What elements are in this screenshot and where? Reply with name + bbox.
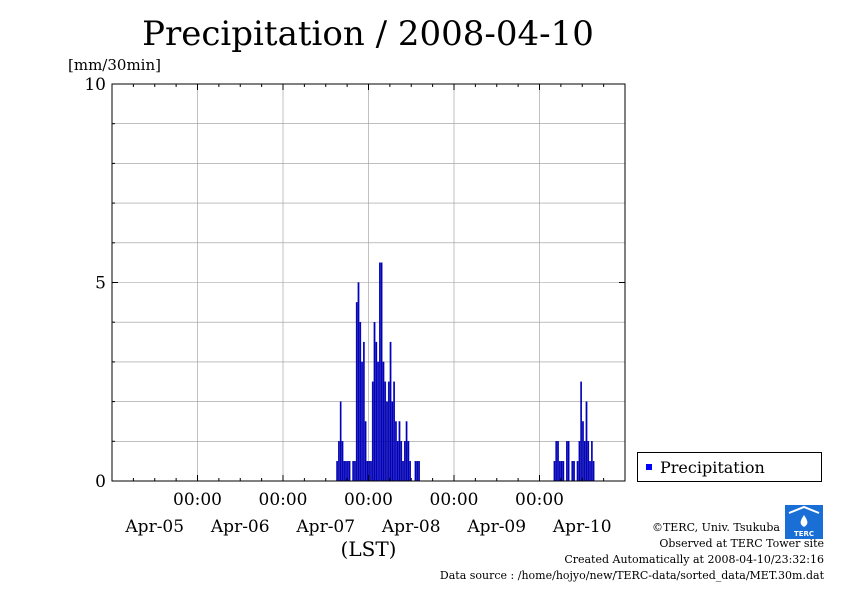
precipitation-bar <box>341 441 344 482</box>
precipitation-bar <box>382 361 385 482</box>
precipitation-bar <box>336 460 338 482</box>
precipitation-bar <box>364 421 367 482</box>
grid-lines <box>112 84 625 481</box>
legend-swatch <box>646 464 652 470</box>
y-tick-label: 5 <box>95 274 106 294</box>
precipitation-bar <box>585 401 588 482</box>
precipitation-bar <box>354 460 356 482</box>
precipitation-bar <box>377 361 379 482</box>
precipitation-bar <box>363 341 365 482</box>
precipitation-bar <box>338 441 340 482</box>
precipitation-bar <box>379 262 381 482</box>
precipitation-bar <box>409 460 412 482</box>
precipitation-bar <box>348 460 351 482</box>
precipitation-bar <box>359 322 362 482</box>
precipitation-bar <box>386 401 388 482</box>
precipitation-bar <box>591 441 593 482</box>
precipitation-bar <box>391 401 394 482</box>
precipitation-bar <box>389 341 392 482</box>
precipitation-bar <box>395 421 397 482</box>
precipitation-bar <box>373 322 376 482</box>
observed-text: Observed at TERC Tower site <box>659 537 824 550</box>
source-text: Data source : /home/hojyo/new/TERC-data/… <box>439 569 824 582</box>
y-axis-ticks: 0 5 10 <box>84 75 625 492</box>
svg-text:TERC: TERC <box>794 530 814 538</box>
precipitation-bar <box>567 441 570 482</box>
precipitation-bar <box>393 381 395 482</box>
chart-title: Precipitation / 2008-04-10 <box>142 14 594 54</box>
legend: Precipitation <box>637 452 822 482</box>
x-tick-date-label: Apr-08 <box>381 517 441 537</box>
x-tick-date-label: Apr-09 <box>466 517 526 537</box>
x-tick-date-label: Apr-10 <box>552 517 612 537</box>
precipitation-bar <box>407 441 410 482</box>
x-tick-time-label: 00:00 <box>430 490 479 510</box>
x-tick-time-label: 00:00 <box>259 490 308 510</box>
bar-series <box>336 262 595 482</box>
x-tick-time-label: 00:00 <box>344 490 393 510</box>
precipitation-bar <box>414 460 417 482</box>
x-tick-date-label: Apr-07 <box>295 517 355 537</box>
y-tick-label: 10 <box>84 75 106 95</box>
precipitation-bar <box>343 460 346 482</box>
precipitation-bar <box>589 460 591 482</box>
precipitation-bar <box>370 460 372 482</box>
precipitation-bar <box>339 401 342 482</box>
precipitation-bar <box>387 381 390 482</box>
precipitation-bar <box>553 460 556 482</box>
y-axis-unit: [mm/30min] <box>68 56 161 74</box>
copyright-text: ©TERC, Univ. Tsukuba <box>651 521 780 534</box>
precipitation-bar <box>580 381 583 482</box>
precipitation-bar <box>400 441 403 482</box>
precipitation-bar <box>366 460 369 482</box>
legend-label: Precipitation <box>660 457 765 477</box>
precipitation-bar <box>396 441 399 482</box>
x-tick-date-label: Apr-06 <box>210 517 270 537</box>
precipitation-bar <box>402 460 404 482</box>
precipitation-bar <box>571 460 574 482</box>
y-tick-label: 0 <box>95 472 106 492</box>
created-text: Created Automatically at 2008-04-10/23:3… <box>564 553 824 566</box>
precipitation-bar <box>557 441 559 482</box>
precipitation-bar <box>355 302 358 482</box>
precipitation-bar <box>352 460 355 482</box>
x-tick-time-label: 00:00 <box>173 490 222 510</box>
x-axis-ticks: 00:00 Apr-05 00:00 Apr-06 00:00 Apr-07 00:00 Ap… <box>111 84 626 537</box>
precipitation-bar <box>398 421 401 482</box>
precipitation-bar <box>345 460 347 482</box>
precipitation-bar <box>573 460 575 482</box>
precipitation-bar <box>558 460 561 482</box>
precipitation-bar <box>380 262 383 482</box>
precipitation-bar <box>371 381 374 482</box>
precipitation-bar <box>418 460 420 482</box>
precipitation-bar <box>375 341 378 482</box>
precipitation-bar <box>416 460 419 482</box>
precipitation-bar <box>384 381 387 482</box>
x-tick-date-label: Apr-05 <box>124 517 184 537</box>
precipitation-bar <box>357 282 360 482</box>
footer-info: ©TERC, Univ. Tsukuba Observed at TERC To… <box>440 520 824 584</box>
precipitation-bar <box>405 421 408 482</box>
terc-logo: TERC <box>785 505 823 539</box>
precipitation-bar <box>555 441 558 482</box>
precipitation-bar <box>403 441 406 482</box>
precipitation-bar <box>582 421 584 482</box>
precipitation-bar <box>576 460 579 482</box>
precipitation-bar <box>583 441 586 482</box>
x-tick-time-label: 00:00 <box>515 490 564 510</box>
x-axis-label: (LST) <box>341 537 397 561</box>
precipitation-bar <box>587 441 590 482</box>
precipitation-bar <box>562 460 565 482</box>
precipitation-bar <box>578 441 581 482</box>
precipitation-bar <box>566 441 568 482</box>
precipitation-bar <box>361 361 363 482</box>
precipitation-bar <box>592 460 595 482</box>
